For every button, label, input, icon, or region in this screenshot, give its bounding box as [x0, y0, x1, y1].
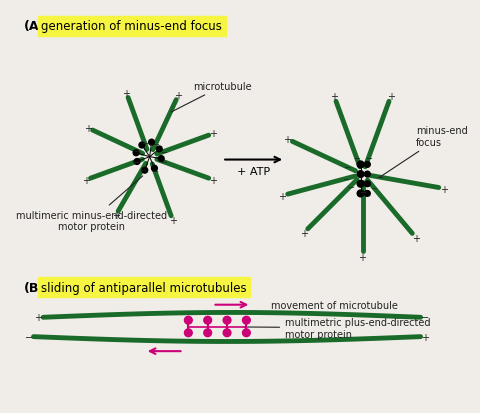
Circle shape [139, 143, 144, 149]
Text: −: − [139, 165, 145, 174]
Circle shape [357, 171, 363, 178]
Text: +: + [82, 176, 90, 185]
Text: +: + [329, 92, 337, 102]
Circle shape [364, 181, 370, 187]
Text: +: + [111, 211, 120, 221]
Text: +: + [420, 332, 429, 342]
Text: +: + [277, 191, 286, 201]
Text: +: + [209, 176, 217, 185]
Circle shape [223, 329, 230, 337]
Text: +: + [122, 89, 130, 99]
Text: −: − [24, 332, 33, 342]
Text: −: − [132, 147, 140, 156]
Circle shape [242, 316, 250, 324]
Circle shape [142, 168, 147, 174]
Circle shape [357, 181, 363, 188]
Text: (B): (B) [24, 281, 45, 294]
Circle shape [204, 329, 211, 337]
Text: +: + [209, 129, 217, 139]
Text: −: − [352, 154, 360, 163]
Circle shape [357, 190, 363, 197]
Text: −: − [375, 173, 383, 182]
Circle shape [184, 329, 192, 337]
Text: −: − [420, 313, 429, 323]
Circle shape [357, 161, 363, 169]
Text: +: + [386, 92, 394, 102]
Circle shape [204, 316, 211, 324]
Circle shape [364, 172, 370, 178]
Circle shape [158, 156, 164, 162]
Text: −: − [151, 166, 158, 176]
Circle shape [242, 329, 250, 337]
Circle shape [364, 162, 370, 168]
Text: movement of microtubule: movement of microtubule [270, 300, 396, 310]
Text: −: − [152, 140, 159, 149]
Text: +: + [174, 91, 182, 101]
Circle shape [148, 140, 154, 146]
Circle shape [364, 191, 370, 197]
Text: +: + [440, 184, 447, 194]
Text: +: + [34, 313, 42, 323]
Text: −: − [364, 154, 371, 163]
Text: generation of minus-end focus: generation of minus-end focus [41, 20, 222, 33]
Text: minus-end
focus: minus-end focus [379, 126, 467, 178]
Text: multimetric plus-end-directed
motor protein: multimetric plus-end-directed motor prot… [244, 317, 430, 339]
Text: −: − [358, 188, 365, 197]
Text: +: + [358, 253, 366, 263]
Circle shape [151, 166, 157, 172]
Text: +: + [168, 216, 177, 226]
Text: +: + [283, 135, 290, 145]
Text: +: + [411, 233, 419, 243]
Circle shape [133, 150, 139, 156]
Circle shape [156, 147, 162, 152]
Text: −: − [343, 163, 349, 172]
Text: + ATP: + ATP [236, 167, 269, 177]
Text: −: − [346, 183, 353, 191]
Text: −: − [159, 158, 167, 167]
Text: −: − [370, 183, 376, 192]
Text: −: − [159, 148, 167, 157]
Circle shape [184, 316, 192, 324]
Circle shape [134, 159, 140, 165]
Text: (A): (A) [24, 20, 45, 33]
Text: sliding of antiparallel microtubules: sliding of antiparallel microtubules [41, 281, 246, 294]
Text: +: + [84, 124, 92, 134]
Circle shape [223, 316, 230, 324]
Text: −: − [341, 175, 348, 184]
Text: −: − [141, 139, 148, 148]
Text: microtubule: microtubule [171, 82, 251, 113]
Text: multimeric minus-end-directed
motor protein: multimeric minus-end-directed motor prot… [16, 176, 167, 232]
Text: −: − [132, 158, 139, 167]
Text: +: + [299, 228, 307, 238]
